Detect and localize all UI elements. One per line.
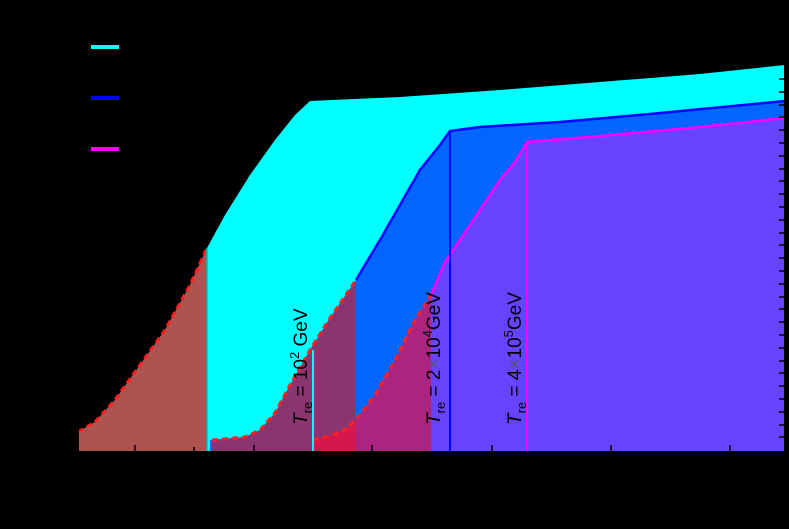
violet-region [356,118,785,452]
brown-region [78,248,207,452]
purple-region [212,280,356,452]
y-ticks [779,78,785,438]
x-ticks [134,445,731,452]
magenta-curve [429,116,786,296]
crimson-region [313,420,356,452]
brown-dashed-curve [77,247,209,434]
magenta-purple-region [356,295,431,452]
annotation-tre-2e4: Tre = 2×104GeV [420,292,448,425]
annotation-tre-1e2: Tre = 102 GeV [287,308,315,425]
blue-curve [354,99,786,281]
annotation-tre-4e5: Tre = 4×105GeV [501,292,529,425]
purple-dashed-curve [211,279,358,442]
crimson-dashed-curve [312,294,433,442]
legend [91,45,119,151]
